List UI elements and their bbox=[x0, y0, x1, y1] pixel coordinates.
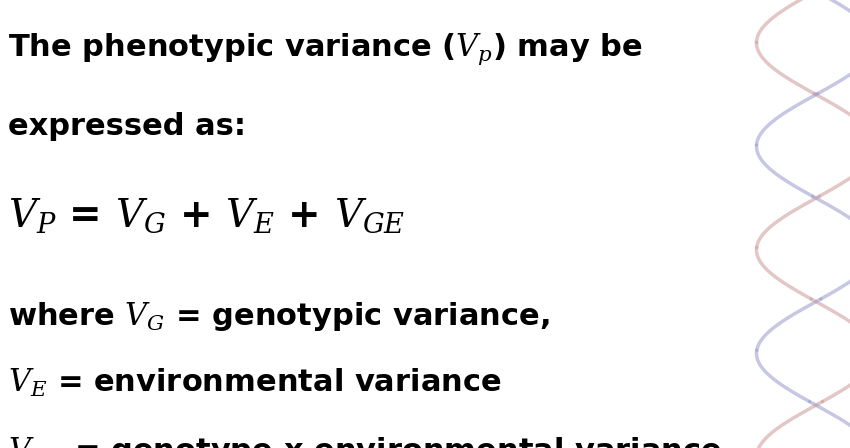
Text: $\mathit{V_E}$ = environmental variance: $\mathit{V_E}$ = environmental variance bbox=[8, 367, 502, 400]
Text: $\mathit{V_{GE}}$ = genotype x environmental variance: $\mathit{V_{GE}}$ = genotype x environme… bbox=[8, 435, 722, 448]
Text: expressed as:: expressed as: bbox=[8, 112, 246, 141]
Text: where $\mathit{V_G}$ = genotypic variance,: where $\mathit{V_G}$ = genotypic varianc… bbox=[8, 300, 550, 333]
Text: $\mathit{V_P}$ = $\mathit{V_G}$ + $\mathit{V_E}$ + $\mathit{V_{GE}}$: $\mathit{V_P}$ = $\mathit{V_G}$ + $\math… bbox=[8, 197, 405, 235]
Text: The phenotypic variance ($\mathit{V_p}$) may be: The phenotypic variance ($\mathit{V_p}$)… bbox=[8, 31, 643, 67]
